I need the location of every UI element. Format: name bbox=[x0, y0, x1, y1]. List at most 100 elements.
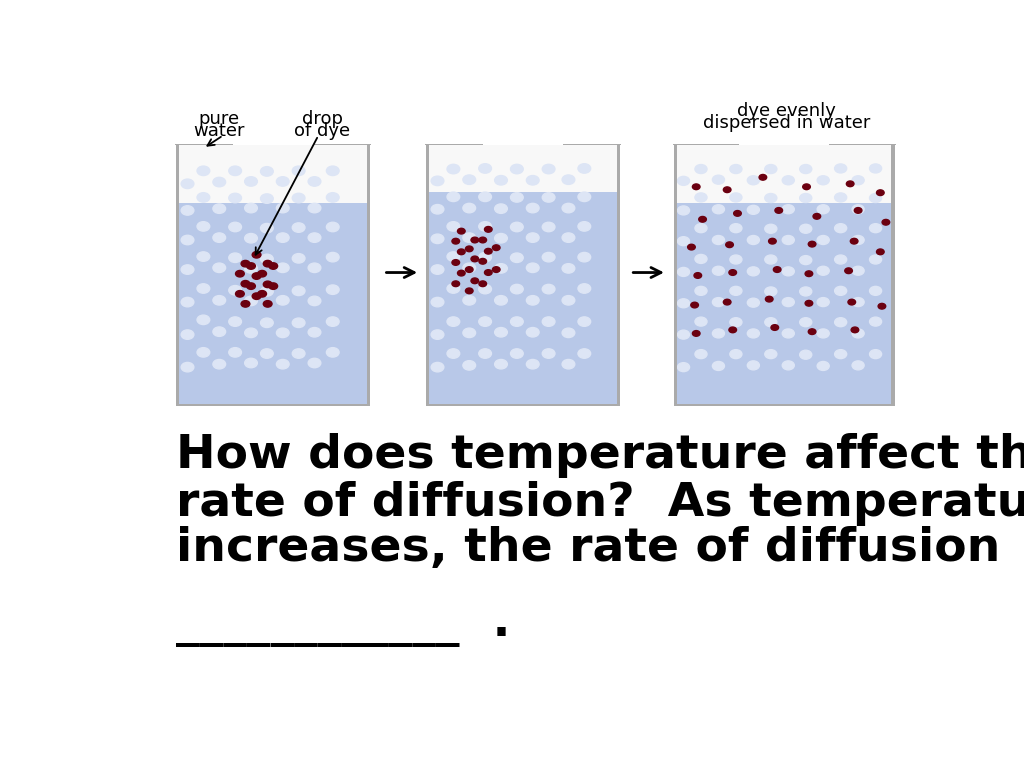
Circle shape bbox=[730, 318, 742, 326]
Circle shape bbox=[773, 266, 781, 273]
Circle shape bbox=[817, 205, 829, 214]
Circle shape bbox=[782, 329, 795, 338]
Bar bbox=[674, 145, 895, 203]
Circle shape bbox=[181, 179, 194, 189]
Circle shape bbox=[782, 236, 795, 244]
Circle shape bbox=[495, 327, 507, 337]
Circle shape bbox=[877, 190, 884, 196]
Bar bbox=[176, 145, 179, 406]
Circle shape bbox=[258, 270, 266, 277]
Circle shape bbox=[431, 176, 443, 186]
Circle shape bbox=[543, 193, 555, 202]
Circle shape bbox=[726, 242, 733, 247]
Circle shape bbox=[578, 192, 591, 201]
Circle shape bbox=[678, 237, 689, 246]
Circle shape bbox=[800, 224, 812, 233]
Circle shape bbox=[695, 254, 707, 263]
Circle shape bbox=[276, 263, 289, 273]
Circle shape bbox=[197, 193, 210, 202]
Circle shape bbox=[245, 328, 257, 338]
Circle shape bbox=[678, 206, 689, 215]
Circle shape bbox=[463, 328, 475, 338]
Circle shape bbox=[543, 349, 555, 358]
Bar bbox=[425, 144, 483, 145]
Circle shape bbox=[765, 255, 777, 264]
Circle shape bbox=[729, 270, 736, 276]
Circle shape bbox=[213, 359, 225, 369]
Circle shape bbox=[800, 164, 812, 174]
Circle shape bbox=[308, 263, 321, 273]
Circle shape bbox=[260, 167, 273, 176]
Circle shape bbox=[562, 233, 574, 243]
Bar bbox=[674, 203, 895, 406]
Circle shape bbox=[879, 303, 886, 309]
Circle shape bbox=[852, 329, 864, 338]
Circle shape bbox=[805, 300, 813, 306]
Circle shape bbox=[484, 227, 493, 232]
Circle shape bbox=[466, 246, 473, 252]
Circle shape bbox=[260, 194, 273, 204]
Bar bbox=[176, 404, 370, 406]
Circle shape bbox=[276, 233, 289, 243]
Circle shape bbox=[260, 223, 273, 233]
Circle shape bbox=[835, 349, 847, 359]
Circle shape bbox=[782, 176, 795, 185]
Circle shape bbox=[493, 266, 500, 273]
Bar bbox=[312, 144, 371, 145]
Circle shape bbox=[695, 223, 707, 233]
Circle shape bbox=[578, 253, 591, 262]
Circle shape bbox=[260, 254, 273, 263]
Circle shape bbox=[213, 327, 225, 336]
Circle shape bbox=[447, 164, 460, 174]
Circle shape bbox=[197, 166, 210, 176]
Circle shape bbox=[181, 206, 194, 215]
Bar bbox=[176, 145, 370, 203]
Circle shape bbox=[848, 300, 856, 305]
Bar bbox=[367, 145, 370, 406]
Text: dispersed in water: dispersed in water bbox=[703, 114, 870, 132]
Circle shape bbox=[748, 176, 760, 185]
Circle shape bbox=[851, 327, 859, 333]
Circle shape bbox=[578, 283, 591, 293]
Bar bbox=[426, 145, 621, 192]
Circle shape bbox=[562, 328, 574, 338]
Circle shape bbox=[769, 238, 776, 244]
Circle shape bbox=[694, 273, 701, 278]
Circle shape bbox=[292, 286, 305, 296]
Circle shape bbox=[260, 286, 273, 296]
Circle shape bbox=[730, 193, 742, 202]
Circle shape bbox=[479, 284, 492, 294]
Circle shape bbox=[835, 164, 847, 173]
Bar bbox=[673, 144, 739, 145]
Circle shape bbox=[562, 359, 574, 369]
Circle shape bbox=[695, 286, 707, 296]
Circle shape bbox=[695, 349, 707, 359]
Circle shape bbox=[543, 164, 555, 174]
Circle shape bbox=[241, 280, 250, 287]
Circle shape bbox=[845, 268, 852, 273]
Circle shape bbox=[817, 362, 829, 370]
Bar bbox=[674, 145, 677, 406]
Circle shape bbox=[327, 253, 339, 262]
Circle shape bbox=[775, 207, 782, 214]
Circle shape bbox=[181, 330, 194, 339]
Circle shape bbox=[817, 297, 829, 306]
Circle shape bbox=[493, 245, 500, 250]
Circle shape bbox=[869, 223, 882, 233]
Circle shape bbox=[308, 358, 321, 368]
Circle shape bbox=[800, 350, 812, 359]
Circle shape bbox=[479, 259, 486, 264]
Circle shape bbox=[543, 222, 555, 232]
Circle shape bbox=[835, 286, 847, 296]
Circle shape bbox=[748, 236, 760, 244]
Circle shape bbox=[252, 293, 261, 300]
Circle shape bbox=[511, 284, 523, 294]
Circle shape bbox=[292, 318, 305, 327]
Circle shape bbox=[495, 233, 507, 243]
Circle shape bbox=[852, 297, 864, 306]
Circle shape bbox=[463, 296, 475, 305]
Circle shape bbox=[276, 296, 289, 305]
Circle shape bbox=[835, 255, 847, 264]
Circle shape bbox=[852, 176, 864, 185]
Text: of dye: of dye bbox=[294, 121, 350, 140]
